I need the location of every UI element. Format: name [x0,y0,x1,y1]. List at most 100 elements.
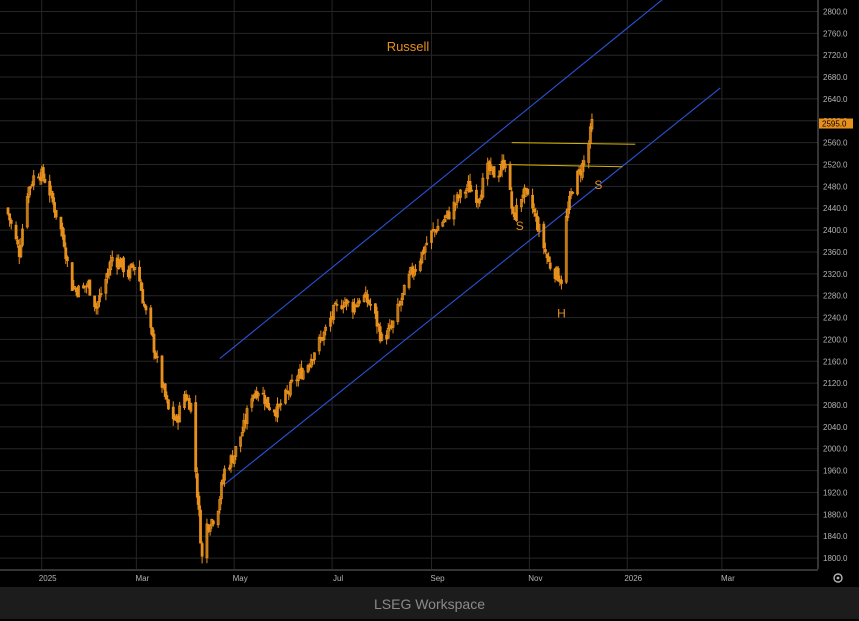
candle-body [532,208,536,213]
candle-body [14,224,18,240]
candle-body [139,281,143,291]
price-chart[interactable]: 1800.0 1840.0 1880.0 1920.0 1960.0 2000.0 2040… [0,0,859,587]
candle-body [470,189,474,192]
trend-channel-lines [219,0,721,485]
candle-body [25,196,29,228]
candle-body [165,395,169,400]
candle-body [128,266,132,279]
candle-body [219,482,223,500]
candle-body [481,177,485,198]
y-tick-label: 2040.0 [823,423,848,432]
x-tick-label: Mar [135,574,149,583]
candle-body [240,432,244,437]
settings-gear-icon[interactable] [833,573,843,583]
candle-body [346,301,350,303]
candle-body [420,251,424,264]
candle-body [333,302,337,305]
candle-body [163,383,167,397]
y-tick-label: 2520.0 [823,161,848,170]
candle-body [576,170,579,195]
candle-body [580,163,584,178]
y-tick-label: 2120.0 [823,379,848,388]
candle-body [276,403,279,418]
candle-body [138,266,141,282]
candle-body [430,230,433,243]
y-tick-label: 2480.0 [823,182,848,191]
candle-body [290,379,294,382]
candle-body [285,390,289,393]
candle-body [152,333,156,353]
y-tick-label: 2680.0 [823,73,848,82]
candle-body [531,194,534,209]
y-tick-label: 2360.0 [823,248,848,257]
candle-body [19,244,23,258]
candle-body [155,356,159,358]
candle-body [503,163,507,169]
candle-body [245,408,249,424]
y-tick-label: 2320.0 [823,270,848,279]
candle-body [218,499,222,511]
candle-body [556,268,560,282]
candle-body [266,396,270,409]
price-axis[interactable]: 1800.0 1840.0 1880.0 1920.0 1960.0 2000.0 2040… [817,0,853,569]
candle-body [587,143,591,163]
candle-body [425,242,429,246]
candle-body [85,285,89,288]
pattern-label: S [594,178,602,192]
y-tick-label: 1840.0 [823,532,848,541]
candle-body [141,289,145,304]
candle-body [568,196,571,210]
candle-body [369,303,372,306]
footer-brand: LSEG Workspace [0,587,859,619]
candle-body [43,178,47,183]
candle-body [8,213,12,221]
candle-body [322,331,326,340]
candle-body [77,285,81,298]
candle-body [468,180,472,193]
time-axis[interactable]: 2025 Mar May Jul Sep Nov 2026 Mar [0,569,818,583]
y-tick-label: 2200.0 [823,335,848,344]
candle-body [378,326,382,342]
candle-body [61,226,64,237]
candle-body [296,374,300,382]
candle-body [21,228,24,246]
candle-body [6,207,10,215]
candle-body [250,398,254,408]
candle-body [65,256,69,262]
candle-body [171,406,175,420]
candle-body [534,213,538,217]
candle-body [261,392,265,395]
candle-body [526,188,530,195]
candle-body [442,219,446,222]
candle-body [414,268,417,272]
y-tick-label: 2160.0 [823,357,848,366]
candle-body [211,520,215,525]
candle-body [386,327,390,339]
candle-body [434,230,438,233]
candle-body [537,223,541,232]
candle-body [560,279,563,284]
y-tick-label: 2280.0 [823,292,848,301]
candle-body [407,273,411,288]
candle-body [375,311,379,327]
candle-body [284,389,287,404]
candle-body [535,216,539,231]
candle-body [41,167,45,179]
candle-body [93,295,97,308]
candle-body [195,473,199,498]
candle-body [523,187,526,198]
candle-body [9,219,13,224]
pattern-annotations: S H S [516,178,603,320]
candle-body [88,279,92,296]
candle-body [497,175,501,178]
candle-body [232,455,236,464]
candle-body [399,300,403,305]
candle-body [49,190,53,194]
candle-body [221,479,225,485]
candle-body [199,509,202,544]
last-price-marker [819,118,853,129]
last-price-label: 2595.0 [822,120,847,129]
candle-body [160,355,164,388]
candle-body [32,175,36,186]
x-tick-label: May [233,574,248,583]
